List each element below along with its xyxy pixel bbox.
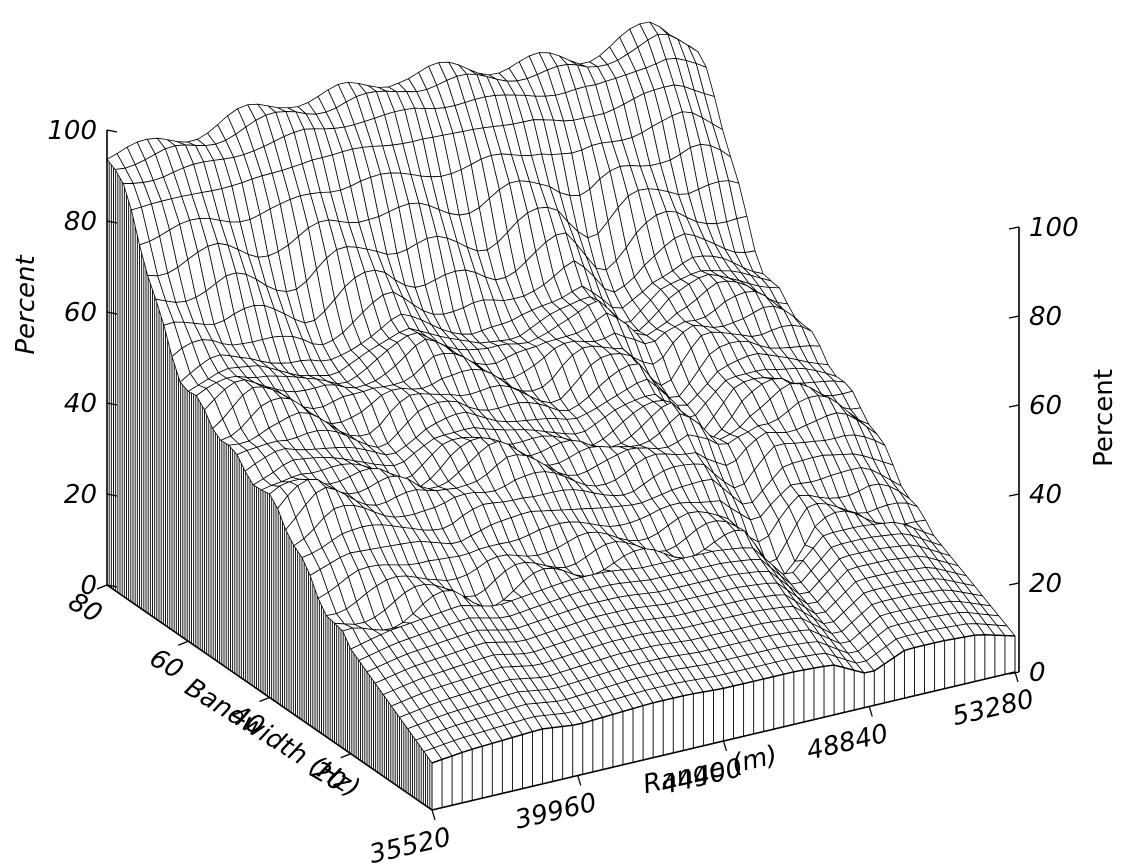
left-z-tick-label: 40 <box>64 389 97 419</box>
left-z-tick <box>106 220 118 224</box>
x-tick-label: 35520 <box>367 822 454 865</box>
left-z-tick <box>106 584 118 588</box>
left-z-axis-title: Percent <box>11 255 41 355</box>
y-tick-label: 80 <box>63 587 107 630</box>
x-tick-label: 53280 <box>950 684 1037 732</box>
right-z-tick-label: 0 <box>1029 658 1046 688</box>
right-z-tick <box>1008 315 1020 319</box>
right-z-tick-label: 40 <box>1029 480 1062 510</box>
x-tick <box>722 740 728 752</box>
y-tick-label: 60 <box>144 643 188 686</box>
front-profile-line <box>431 634 1016 764</box>
right-z-tick-label: 20 <box>1029 569 1062 599</box>
right-z-tick-label: 100 <box>1029 213 1079 243</box>
right-z-tick-label: 60 <box>1029 391 1062 421</box>
x-tick <box>431 809 436 821</box>
right-z-tick <box>1008 404 1020 408</box>
left-z-tick-label: 60 <box>64 298 97 328</box>
x-tick <box>577 775 582 786</box>
y-tick <box>340 753 351 759</box>
axes <box>96 129 1020 821</box>
left-z-tick-label: 100 <box>47 116 97 146</box>
left-z-tick-label: 80 <box>64 207 97 237</box>
right-z-tick <box>1008 671 1020 675</box>
left-z-tick <box>106 311 118 315</box>
right-z-tick <box>1008 493 1020 497</box>
x-tick-label: 48840 <box>804 719 891 767</box>
right-z-tick <box>1008 226 1020 230</box>
right-z-tick <box>1008 582 1020 586</box>
x-tick-label: 39960 <box>512 788 599 836</box>
left-z-tick <box>106 129 118 133</box>
x-tick <box>1014 671 1019 683</box>
left-z-tick <box>106 493 118 497</box>
left-z-tick-label: 0 <box>80 571 97 601</box>
left-z-tick <box>106 402 118 406</box>
y-tick <box>96 584 108 590</box>
y-tick <box>178 640 189 646</box>
x-tick <box>868 706 873 717</box>
surface-mesh <box>106 21 1016 811</box>
left-z-tick-label: 20 <box>64 480 97 510</box>
right-z-axis-title: Percent <box>1089 369 1119 467</box>
right-z-tick-label: 80 <box>1029 302 1062 332</box>
y-tick <box>259 696 270 703</box>
